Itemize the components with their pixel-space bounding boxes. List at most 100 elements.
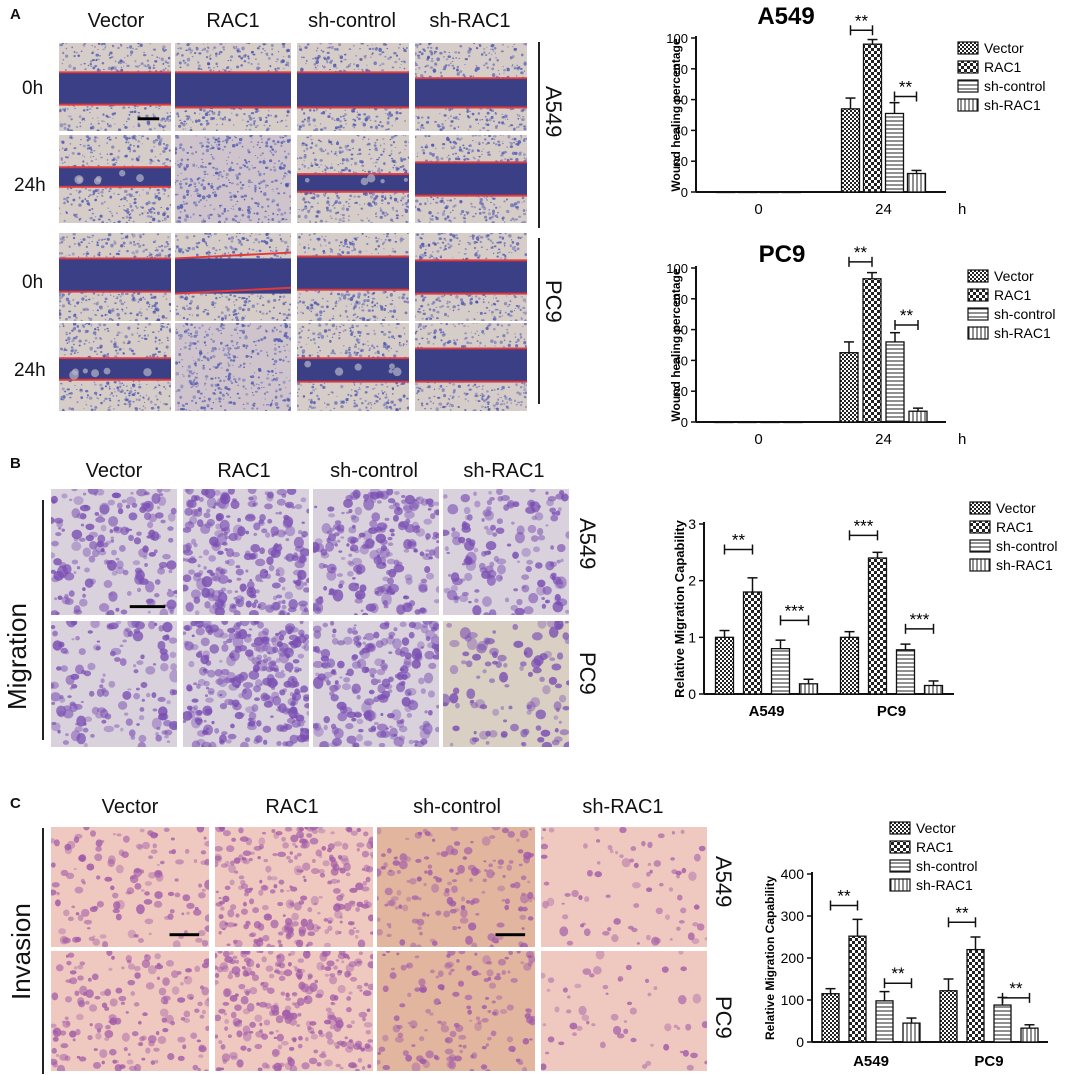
chart-pc9-bar-sh-rac1-0 (784, 422, 802, 423)
chart-migration-bar-vector-0 (716, 637, 734, 694)
chart-a549-significance: ** (851, 11, 873, 35)
wound-image-rac1-24h-a549 (174, 134, 292, 224)
chart-a549-bar-vector-1 (842, 109, 860, 192)
chart-invasion-legend-label: sh-control (916, 858, 977, 874)
wound-image-sh-control-0h-pc9 (296, 232, 410, 322)
chart-invasion-bar-rac1-0 (849, 936, 866, 1042)
chart-pc9-bar-rac1-0 (738, 422, 756, 423)
panel-b-col-rac1: RAC1 (180, 460, 308, 483)
panel-c-col-rac1: RAC1 (212, 796, 372, 819)
invasion-image-vector-pc9 (50, 950, 210, 1072)
chart-pc9-significance-label: ** (854, 243, 868, 262)
chart-invasion-bar-vector-1 (940, 991, 957, 1042)
chart-migration-legend-swatch (970, 540, 990, 552)
chart-invasion-significance-label: ** (1009, 979, 1023, 998)
chart-migration-bar-rac1-0 (744, 592, 762, 694)
chart-migration-legend-label: sh-RAC1 (996, 557, 1053, 573)
chart-migration-bar-sh-rac1-0 (800, 684, 818, 694)
chart-migration-bar-rac1-1 (869, 558, 887, 694)
migration-image-sh-rac1-pc9 (442, 620, 570, 748)
panel-a-col-sh-rac1: sh-RAC1 (412, 10, 528, 33)
chart-a549-bar-sh-control-0 (761, 192, 779, 193)
panel-c-col-sh-rac1: sh-RAC1 (540, 796, 706, 819)
chart-pc9-significance: ** (895, 306, 918, 330)
panel-b-label-a549: A549 (574, 518, 600, 569)
chart-invasion-category-label: PC9 (974, 1053, 1003, 1070)
chart-pc9-bar-vector-1 (840, 353, 858, 422)
chart-pc9-x-unit: h (958, 431, 966, 448)
chart-a549-significance-label: ** (855, 11, 869, 30)
panel-a-row-0h-a549: 0h (22, 78, 43, 100)
wound-image-sh-rac1-24h-a549 (414, 134, 528, 224)
chart-migration-ytick-label: 0 (688, 686, 696, 702)
chart-a549-category-label: 24 (875, 201, 892, 218)
wound-image-sh-rac1-24h-pc9 (414, 322, 528, 412)
panel-a-row-24h-pc9: 24h (14, 360, 46, 382)
chart-migration-significance-label: *** (854, 516, 874, 535)
chart-invasion-ytick-label: 400 (781, 866, 805, 882)
chart-migration-significance-label: *** (910, 610, 930, 629)
chart-pc9-bar-sh-control-1 (886, 342, 904, 422)
panel-a-row-0h-pc9: 0h (22, 272, 43, 294)
chart-pc9-legend-swatch (968, 270, 988, 282)
chart-migration-ytick-label: 3 (688, 516, 696, 532)
migration-image-rac1-a549 (182, 488, 310, 616)
chart-migration-ytick-label: 2 (688, 573, 696, 589)
panel-c-label-invasion: Invasion (6, 903, 37, 1000)
chart-invasion-bar-sh-control-1 (994, 1005, 1011, 1042)
panel-b-label-pc9: PC9 (574, 652, 600, 695)
panel-c-col-vector: Vector (52, 796, 208, 819)
migration-image-sh-rac1-a549 (442, 488, 570, 616)
panel-a-col-rac1: RAC1 (174, 10, 292, 33)
chart-a549-bar-rac1-0 (739, 192, 757, 193)
invasion-image-sh-control-a549 (376, 826, 536, 948)
invasion-image-rac1-a549 (214, 826, 374, 948)
wound-image-vector-24h-a549 (58, 134, 172, 224)
chart-a549-legend-swatch (958, 42, 978, 54)
chart-invasion-significance: ** (831, 887, 858, 911)
chart-migration-significance: *** (906, 610, 934, 634)
panel-b-col-vector: Vector (50, 460, 178, 483)
chart-invasion-significance-label: ** (891, 964, 905, 983)
chart-a549-significance: ** (895, 78, 917, 102)
invasion-image-sh-rac1-a549 (540, 826, 708, 948)
chart-a549-bar-rac1-1 (864, 44, 882, 192)
chart-invasion-ytick-label: 0 (796, 1034, 804, 1050)
chart-migration-legend-swatch (970, 559, 990, 571)
chart-a549-legend-swatch (958, 61, 978, 73)
chart-invasion-legend-swatch (890, 879, 910, 891)
chart-invasion-legend-label: Vector (916, 820, 956, 836)
chart-invasion-ytick-label: 100 (781, 992, 805, 1008)
panel-c-bracket (42, 828, 44, 1074)
migration-image-rac1-pc9 (182, 620, 310, 748)
panel-c-letter: C (10, 795, 21, 812)
chart-invasion-significance: ** (1003, 979, 1030, 1003)
chart-pc9-bar-vector-0 (715, 422, 733, 423)
panel-c-label-a549: A549 (710, 856, 736, 907)
chart-migration-ylabel: Relative Migration Capability (672, 519, 687, 697)
wound-image-sh-rac1-0h-a549 (414, 42, 528, 132)
wound-image-sh-control-24h-a549 (296, 134, 410, 224)
chart-invasion-significance-label: ** (837, 887, 851, 906)
chart-a549-title: A549 (757, 3, 814, 30)
chart-pc9-bar-sh-control-0 (761, 422, 779, 423)
chart-a549-legend-label: sh-control (984, 78, 1045, 94)
chart-migration-ytick-label: 1 (688, 629, 696, 645)
migration-image-vector-pc9 (50, 620, 178, 748)
chart-a549-bar-sh-rac1-0 (783, 192, 801, 193)
wound-image-vector-24h-pc9 (58, 322, 172, 412)
chart-invasion-significance-label: ** (955, 903, 969, 922)
chart-a549-legend-label: Vector (984, 40, 1024, 56)
invasion-image-vector-a549 (50, 826, 210, 948)
panel-b-label-migration: Migration (2, 603, 33, 710)
chart-migration-significance-label: ** (732, 531, 746, 550)
wound-image-vector-0h-a549 (58, 42, 172, 132)
chart-migration-bar-sh-control-0 (772, 649, 790, 694)
chart-pc9-title: PC9 (759, 241, 806, 268)
